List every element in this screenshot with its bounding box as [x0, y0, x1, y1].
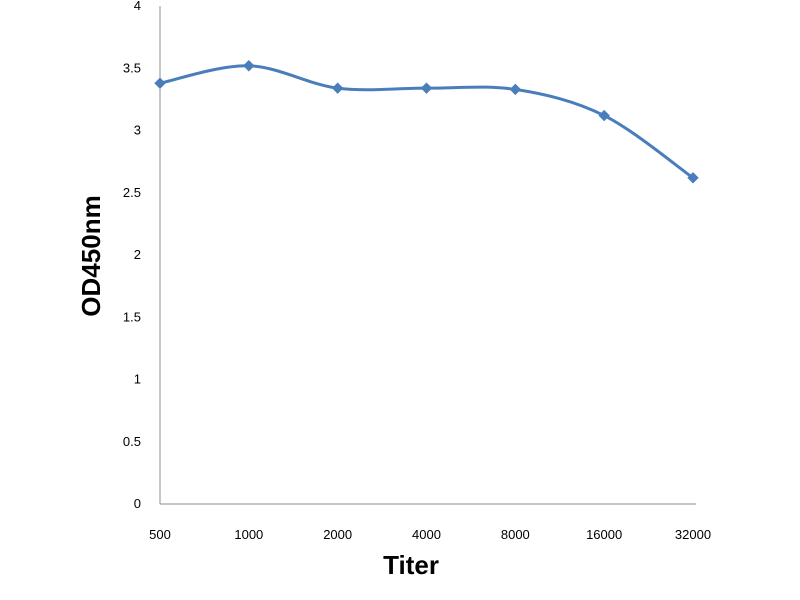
data-point-marker [243, 60, 255, 72]
y-tick-label: 2 [134, 247, 141, 262]
x-axis-title: Titer [383, 550, 439, 580]
x-tick-label: 16000 [586, 527, 622, 542]
y-tick-label: 1.5 [123, 309, 141, 324]
y-tick-label: 3 [134, 123, 141, 138]
data-point-marker [331, 82, 344, 94]
y-axis: 0 0.5 1 1.5 2 2.5 3 3.5 4 [123, 0, 161, 511]
data-point-marker [509, 83, 522, 96]
data-point-marker [598, 109, 610, 122]
y-tick-label: 2.5 [123, 185, 141, 200]
y-tick-labels: 0 0.5 1 1.5 2 2.5 3 3.5 4 [123, 0, 141, 511]
y-tick-label: 3.5 [123, 60, 141, 75]
y-tick-label: 0.5 [123, 434, 141, 449]
series-layer [154, 60, 699, 184]
data-point-marker [420, 82, 433, 94]
x-axis: 500 1000 2000 4000 8000 16000 32000 [149, 503, 711, 542]
x-tick-label: 2000 [323, 527, 352, 542]
y-axis-title: OD450nm [76, 195, 106, 316]
x-tick-label: 8000 [501, 527, 530, 542]
x-tick-labels: 500 1000 2000 4000 8000 16000 32000 [149, 527, 711, 542]
x-tick-label: 1000 [234, 527, 263, 542]
x-tick-label: 500 [149, 527, 171, 542]
data-point-marker [154, 77, 166, 89]
data-point-marker [687, 172, 699, 184]
x-tick-label: 32000 [675, 527, 711, 542]
x-tick-label: 4000 [412, 527, 441, 542]
y-tick-label: 4 [134, 0, 141, 13]
y-tick-label: 1 [134, 372, 141, 387]
y-tick-label: 0 [134, 496, 141, 511]
